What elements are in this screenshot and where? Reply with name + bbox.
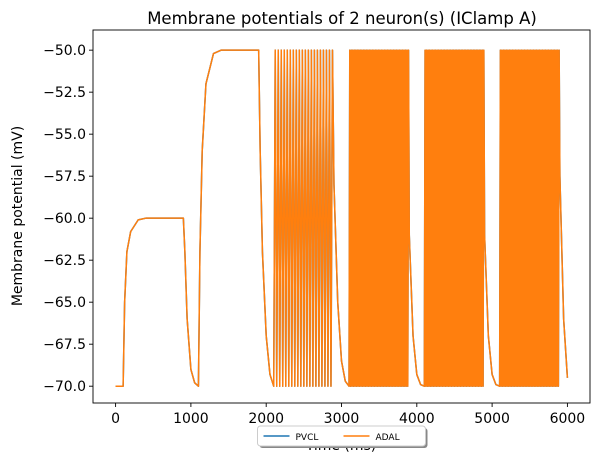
y-axis-label: Membrane potential (mV) [10,126,26,306]
legend-label: PVCL [296,433,319,443]
y-tick-label: −65.0 [43,295,86,311]
y-tick-label: −57.5 [43,169,86,185]
y-tick-label: −62.5 [43,253,86,269]
y-tick-label: −50.0 [43,43,86,59]
x-tick-label: 6000 [550,411,586,427]
chart-title: Membrane potentials of 2 neuron(s) (ICla… [147,9,537,28]
x-tick-label: 1000 [173,411,209,427]
x-tick-label: 5000 [474,411,510,427]
x-tick-label: 2000 [248,411,284,427]
series-line [115,49,569,387]
y-tick-label: −70.0 [43,379,86,395]
plot-area [115,49,569,387]
legend-box [257,425,426,447]
y-tick-label: −52.5 [43,85,86,101]
y-tick-label: −60.0 [43,211,86,227]
legend-label: ADAL [376,433,400,443]
y-tick-label: −55.0 [43,127,86,143]
x-tick-label: 0 [111,411,120,427]
x-tick-label: 3000 [324,411,360,427]
x-tick-label: 4000 [399,411,435,427]
y-tick-label: −67.5 [43,337,86,353]
legend: PVCL ADAL [257,425,428,448]
